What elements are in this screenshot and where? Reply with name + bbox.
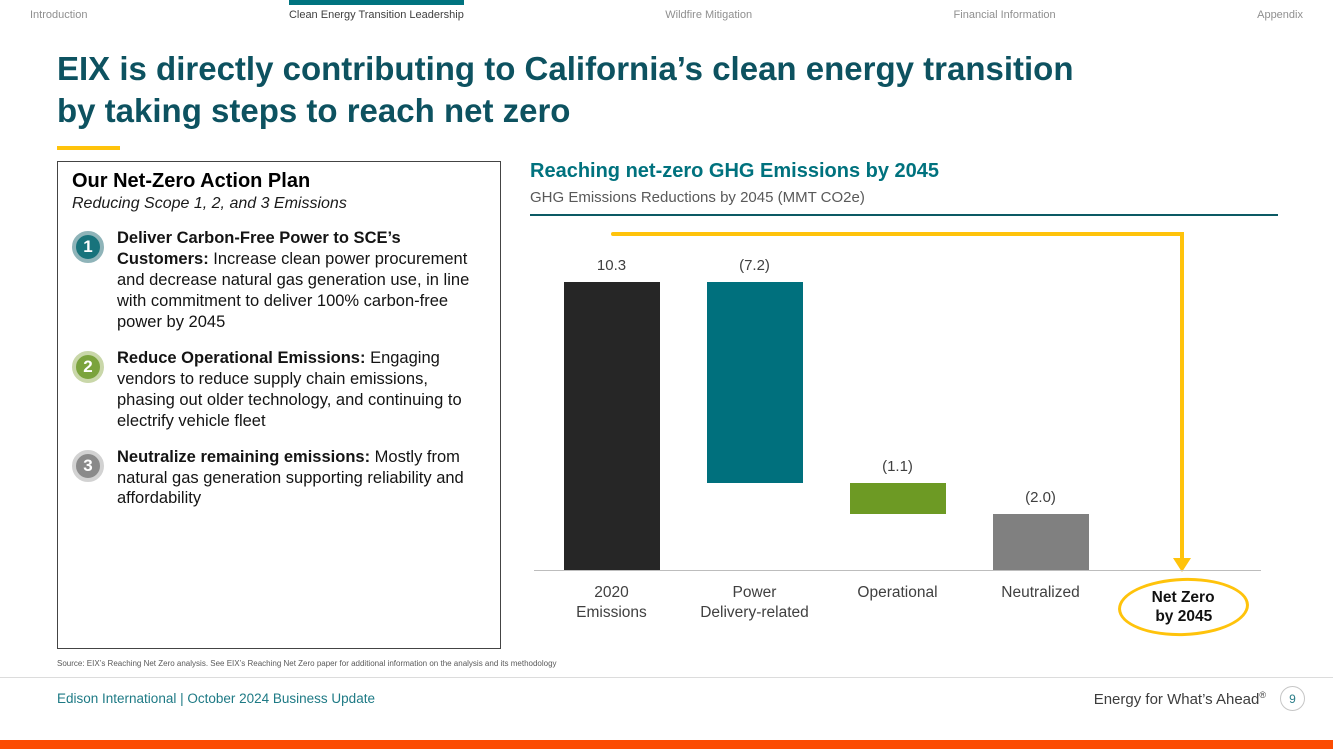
netzero-arrow-icon	[1173, 558, 1191, 572]
step-2-badge: 2	[72, 350, 104, 383]
step-1-badge: 1	[72, 231, 104, 263]
step-2-body: Engaging vendors to reduce supply chain …	[117, 348, 462, 430]
page-number-badge: 9	[1280, 686, 1305, 711]
category-label-2: Operational	[857, 584, 938, 601]
page-title-line1: EIX is directly contributing to Californ…	[57, 50, 1074, 87]
bar-value-label-2: (1.1)	[882, 458, 913, 476]
step-1-body: Increase clean power procurement and dec…	[117, 249, 470, 331]
step-1-text: Deliver Carbon-Free Power to SCE’s Custo…	[117, 228, 486, 333]
action-plan-heading: Our Net-Zero Action Plan	[72, 170, 311, 192]
bar-value-label-3: (2.0)	[1025, 489, 1056, 506]
category-label-1: Power Delivery-related	[700, 584, 809, 622]
chart-header-rule	[530, 214, 1278, 216]
bar-value-label-1: (7.2)	[739, 256, 770, 274]
title-accent-bar	[57, 146, 120, 150]
waterfall-bar-1	[706, 281, 803, 484]
waterfall-bar-2	[849, 483, 946, 514]
nav-item-clean-energy[interactable]: Clean Energy Transition Leadership	[288, 0, 464, 30]
bar-value-label-0: 10.3	[596, 256, 627, 274]
step-3-badge: 3	[72, 449, 104, 482]
step-2-bold: Reduce Operational Emissions:	[117, 348, 366, 367]
action-plan-item-3: 3 Neutralize remaining emissions: Mostly…	[72, 447, 486, 510]
action-plan-panel: Our Net-Zero Action Plan Reducing Scope …	[57, 161, 501, 649]
step-2-text: Reduce Operational Emissions: Engaging v…	[117, 348, 486, 432]
netzero-connector-vertical	[1180, 232, 1184, 560]
category-label-0: 2020 Emissions	[576, 584, 647, 622]
action-plan-item-2: 2 Reduce Operational Emissions: Engaging…	[72, 348, 486, 432]
section-nav: Introduction Clean Energy Transition Lea…	[0, 0, 1333, 30]
source-note: Source: EIX’s Reaching Net Zero analysis…	[57, 659, 557, 668]
netzero-connector-horizontal	[611, 232, 1184, 236]
step-3-text: Neutralize remaining emissions: Mostly f…	[117, 447, 486, 510]
netzero-label-line2: by 2045	[1155, 607, 1213, 625]
chart-title: Reaching net-zero GHG Emissions by 2045	[530, 160, 940, 182]
brand-orange-bar	[0, 740, 1333, 749]
netzero-callout: Net Zero by 2045	[1117, 575, 1250, 639]
chart-plot: Net Zero by 2045 10.3 (7.2) (1.1) (2.0) 2020…	[534, 228, 1261, 639]
footer-company-label: Edison International | October 2024 Busi…	[57, 691, 375, 706]
chart-subtitle: GHG Emissions Reductions by 2045 (MMT CO…	[530, 189, 865, 206]
brand-tagline: Energy for What’s Ahead®	[1094, 690, 1266, 708]
waterfall-bar-0	[563, 281, 660, 570]
category-label-3: Neutralized	[1001, 584, 1080, 601]
nav-item-financial[interactable]: Financial Information	[953, 9, 1056, 21]
registered-mark: ®	[1259, 689, 1266, 700]
nav-item-appendix[interactable]: Appendix	[1257, 9, 1303, 21]
waterfall-bar-3	[992, 514, 1089, 570]
footer-bar: Edison International | October 2024 Busi…	[0, 677, 1333, 740]
netzero-label-line1: Net Zero	[1151, 588, 1215, 606]
action-plan-subheading: Reducing Scope 1, 2, and 3 Emissions	[72, 195, 347, 212]
page-title: EIX is directly contributing to Californ…	[57, 48, 1312, 131]
step-3-body: Mostly from natural gas generation suppo…	[117, 447, 464, 508]
action-plan-item-1: 1 Deliver Carbon-Free Power to SCE’s Cus…	[72, 228, 486, 333]
footer-right-group: Energy for What’s Ahead® 9	[1094, 686, 1305, 711]
nav-item-introduction[interactable]: Introduction	[30, 9, 88, 21]
nav-item-wildfire[interactable]: Wildfire Mitigation	[665, 9, 753, 21]
brand-tagline-text: Energy for What’s Ahead	[1093, 690, 1260, 708]
step-3-bold: Neutralize remaining emissions:	[117, 447, 371, 466]
chart-baseline-axis	[534, 570, 1261, 571]
page-title-line2: by taking steps to reach net zero	[57, 91, 571, 129]
step-1-bold: Deliver Carbon-Free Power to SCE’s Custo…	[117, 229, 401, 268]
